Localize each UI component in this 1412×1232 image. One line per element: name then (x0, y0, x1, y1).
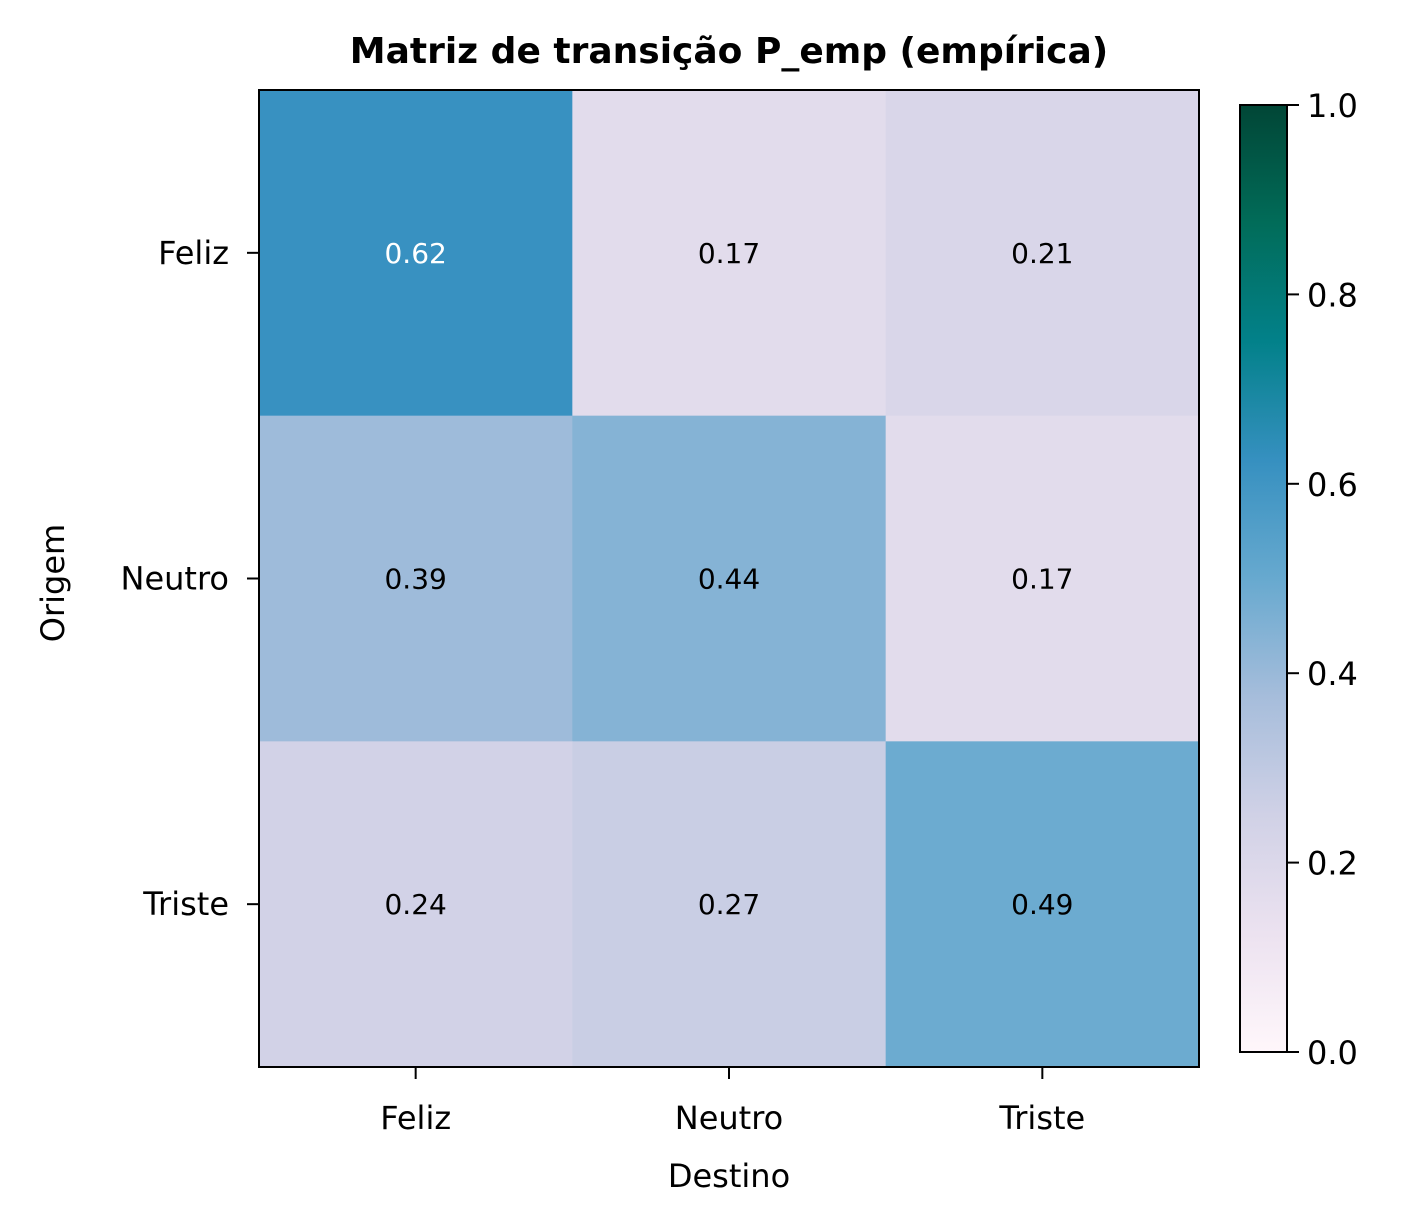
cell-value-label: 0.17 (698, 237, 760, 270)
x-tick-label: Feliz (380, 1099, 451, 1137)
y-tick-label: Neutro (121, 560, 229, 598)
cell-value-label: 0.24 (384, 888, 446, 921)
heatmap-cell (572, 741, 887, 1068)
heatmap-cell (572, 415, 887, 742)
y-axis-label: Origem (34, 524, 72, 642)
cell-value-label: 0.17 (1011, 563, 1073, 596)
colorbar (1239, 104, 1288, 1053)
heatmap-cell (885, 90, 1200, 417)
chart-title: Matriz de transição P_emp (empírica) (350, 31, 1108, 72)
heatmap-cells: 0.62 0.17 0.21 0.39 0.44 0.17 0.24 0.27 0.49 (259, 90, 1200, 1068)
cell-value-label: 0.39 (384, 563, 446, 596)
colorbar-tick-label: 0.4 (1307, 655, 1358, 693)
x-tick-label: Triste (998, 1099, 1085, 1137)
x-axis-ticks: Feliz Neutro Triste (380, 1067, 1085, 1137)
y-tick-label: Feliz (158, 234, 229, 272)
heatmap-cell (259, 741, 573, 1068)
cell-value-label: 0.44 (698, 563, 760, 596)
heatmap-cell (259, 415, 573, 742)
heatmap-cell (572, 90, 887, 417)
cell-value-label: 0.49 (1011, 888, 1073, 921)
colorbar-tick-label: 0.6 (1307, 466, 1358, 504)
colorbar-tick-label: 0.0 (1307, 1034, 1358, 1072)
cell-value-label: 0.62 (384, 237, 446, 270)
cell-value-label: 0.27 (698, 888, 760, 921)
cell-value-label: 0.21 (1011, 237, 1073, 270)
colorbar-tick-label: 1.0 (1307, 87, 1358, 125)
colorbar-tick-label: 0.8 (1307, 276, 1358, 314)
heatmap-cell (259, 90, 573, 417)
y-tick-label: Triste (142, 885, 229, 923)
x-axis-label: Destino (668, 1157, 790, 1195)
y-axis-ticks: Feliz Neutro Triste (121, 234, 259, 923)
colorbar-tick-label: 0.2 (1307, 845, 1358, 883)
heatmap-cell (885, 741, 1200, 1068)
colorbar-ticks: 0.0 0.2 0.4 0.6 0.8 1.0 (1287, 87, 1358, 1072)
heatmap-cell (885, 415, 1200, 742)
x-tick-label: Neutro (675, 1099, 783, 1137)
